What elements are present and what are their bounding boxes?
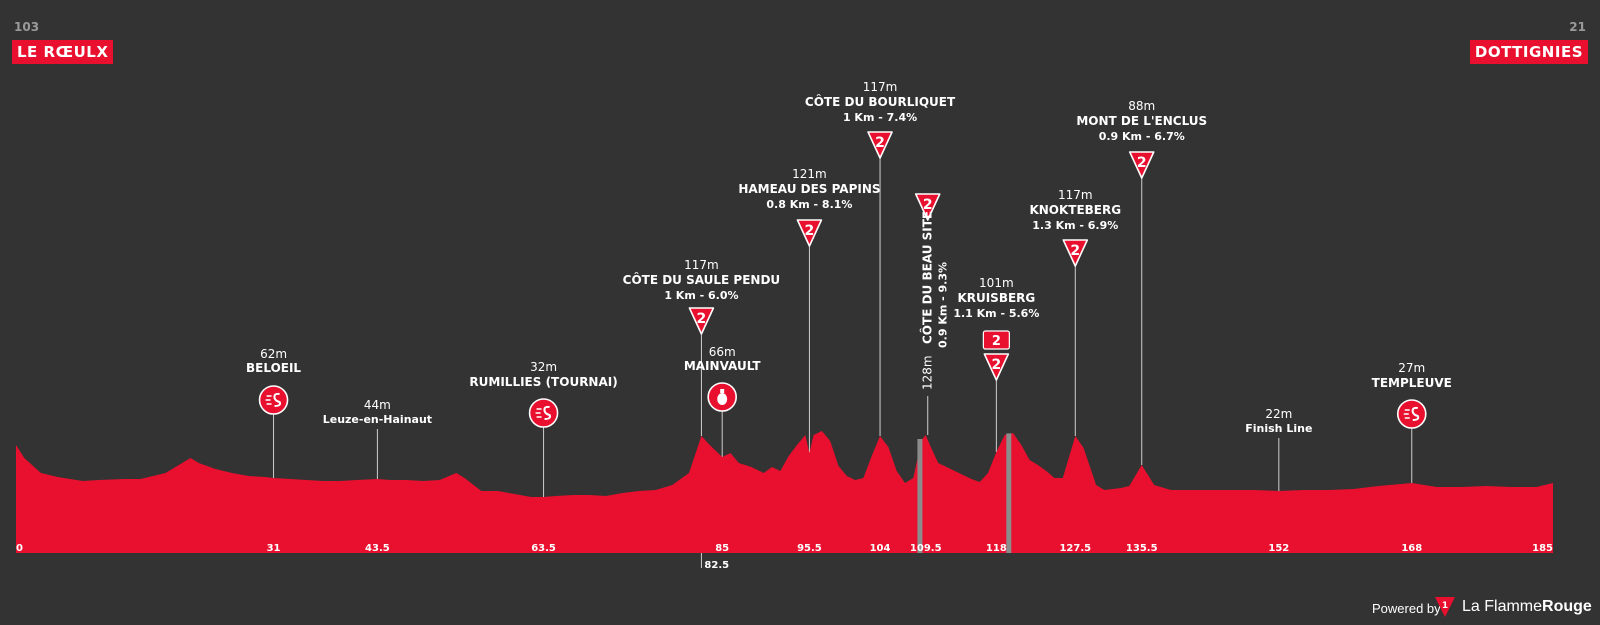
x-tick-label: 104 <box>870 543 891 554</box>
waypoint-name: CÔTE DU SAULE PENDU <box>623 272 781 287</box>
climb-category-text: 2 <box>805 223 815 239</box>
feed-zone-icon <box>707 382 737 412</box>
sprint-icon <box>258 385 289 415</box>
x-tick-label: 85 <box>715 543 729 554</box>
climb-category-icon: 2 <box>1062 239 1089 267</box>
climb-stats: 1.1 Km - 5.6% <box>953 307 1039 320</box>
climb-category-icon: 2 <box>867 131 893 159</box>
waypoint-altitude: 101m <box>979 276 1014 290</box>
start-town-label: LE RŒULX <box>12 40 114 64</box>
x-tick-label: 95.5 <box>797 543 822 554</box>
climb-stats: 0.9 Km - 6.7% <box>1099 130 1185 143</box>
climb-badge-text: 2 <box>992 334 1001 349</box>
waypoint-name: KRUISBERG <box>957 291 1035 305</box>
waypoint-name: CÔTE DU BEAU SITE <box>920 211 935 344</box>
waypoint-altitude: 27m <box>1398 361 1425 375</box>
climb-category-icon: 2 <box>688 307 715 335</box>
brand-name: La FlammeRouge <box>1462 598 1592 615</box>
x-tick-label: 31 <box>267 543 281 554</box>
waypoint-altitude: 117m <box>1058 188 1093 202</box>
waypoint-name: KNOKTEBERG <box>1029 203 1121 217</box>
x-tick-label: 127.5 <box>1059 543 1091 554</box>
climb-category-text: 2 <box>991 357 1001 373</box>
x-tick-label: 0 <box>16 543 23 554</box>
start-number: 103 <box>14 20 40 34</box>
waypoint-altitude: 22m <box>1265 407 1292 421</box>
cobbled-sector <box>1006 433 1012 553</box>
sprint-icon <box>1396 399 1427 429</box>
x-tick-label: 43.5 <box>365 543 390 554</box>
flamme-rouge-logo-icon: 1 <box>1435 597 1455 617</box>
waypoint-name: MONT DE L'ENCLUS <box>1076 114 1207 128</box>
climb-category-icon: 2 <box>1128 151 1155 179</box>
waypoint-name: Leuze-en-Hainaut <box>323 413 432 426</box>
waypoint-altitude: 117m <box>863 80 898 94</box>
x-tick-label: 63.5 <box>531 543 556 554</box>
waypoint-altitude: 128m <box>921 355 935 390</box>
logo-number: 1 <box>1442 601 1448 611</box>
climb-category-icon: 2 <box>983 353 1010 381</box>
x-tick-label: 118 <box>986 543 1007 554</box>
waypoint-altitude: 117m <box>684 258 719 272</box>
climb-stats: 1.3 Km - 6.9% <box>1032 219 1118 232</box>
waypoint-name: CÔTE DU BOURLIQUET <box>805 94 956 109</box>
climb-stats: 0.8 Km - 8.1% <box>766 198 852 211</box>
climb-stats: 1 Km - 7.4% <box>843 111 917 124</box>
x-tick-label: 168 <box>1401 543 1422 554</box>
waypoint-name: HAMEAU DES PAPINS <box>738 182 880 196</box>
climb-badge: 2 <box>982 330 1010 350</box>
x-tick-label: 82.5 <box>704 560 729 571</box>
climb-category-text: 2 <box>1137 155 1147 171</box>
sprint-icon <box>528 398 559 428</box>
waypoint-altitude: 88m <box>1128 99 1155 113</box>
waypoint-name: RUMILLIES (TOURNAI) <box>469 375 617 389</box>
climb-category-text: 2 <box>1070 243 1080 259</box>
x-tick-label: 152 <box>1268 543 1289 554</box>
waypoint-name: MAINVAULT <box>684 359 762 373</box>
waypoint-altitude: 66m <box>709 345 736 359</box>
waypoint-name: BELOEIL <box>246 361 301 375</box>
climb-stats: 0.9 Km - 9.3% <box>937 262 950 348</box>
waypoint-altitude: 32m <box>530 360 557 374</box>
climb-stats: 1 Km - 6.0% <box>664 289 738 302</box>
climb-category-text: 2 <box>875 135 885 151</box>
climb-category-icon: 2 <box>796 219 823 247</box>
waypoint-altitude: 62m <box>260 347 287 361</box>
x-tick-label: 185 <box>1532 543 1553 554</box>
waypoint-altitude: 121m <box>792 167 827 181</box>
waypoint-altitude: 44m <box>364 398 391 412</box>
x-tick-label: 135.5 <box>1126 543 1158 554</box>
climb-category-text: 2 <box>923 197 933 213</box>
climb-category-icon: 2 <box>914 193 941 221</box>
finish-town-label: DOTTIGNIES <box>1469 40 1588 64</box>
climb-category-text: 2 <box>697 311 707 327</box>
finish-number: 21 <box>1569 20 1586 34</box>
elevation-profile-area <box>16 431 1553 553</box>
waypoint-name: TEMPLEUVE <box>1372 376 1452 390</box>
cobbled-sector <box>917 439 923 553</box>
waypoint-name: Finish Line <box>1245 422 1312 435</box>
x-tick-label: 109.5 <box>910 543 942 554</box>
powered-by-text: Powered by <box>1372 601 1441 616</box>
